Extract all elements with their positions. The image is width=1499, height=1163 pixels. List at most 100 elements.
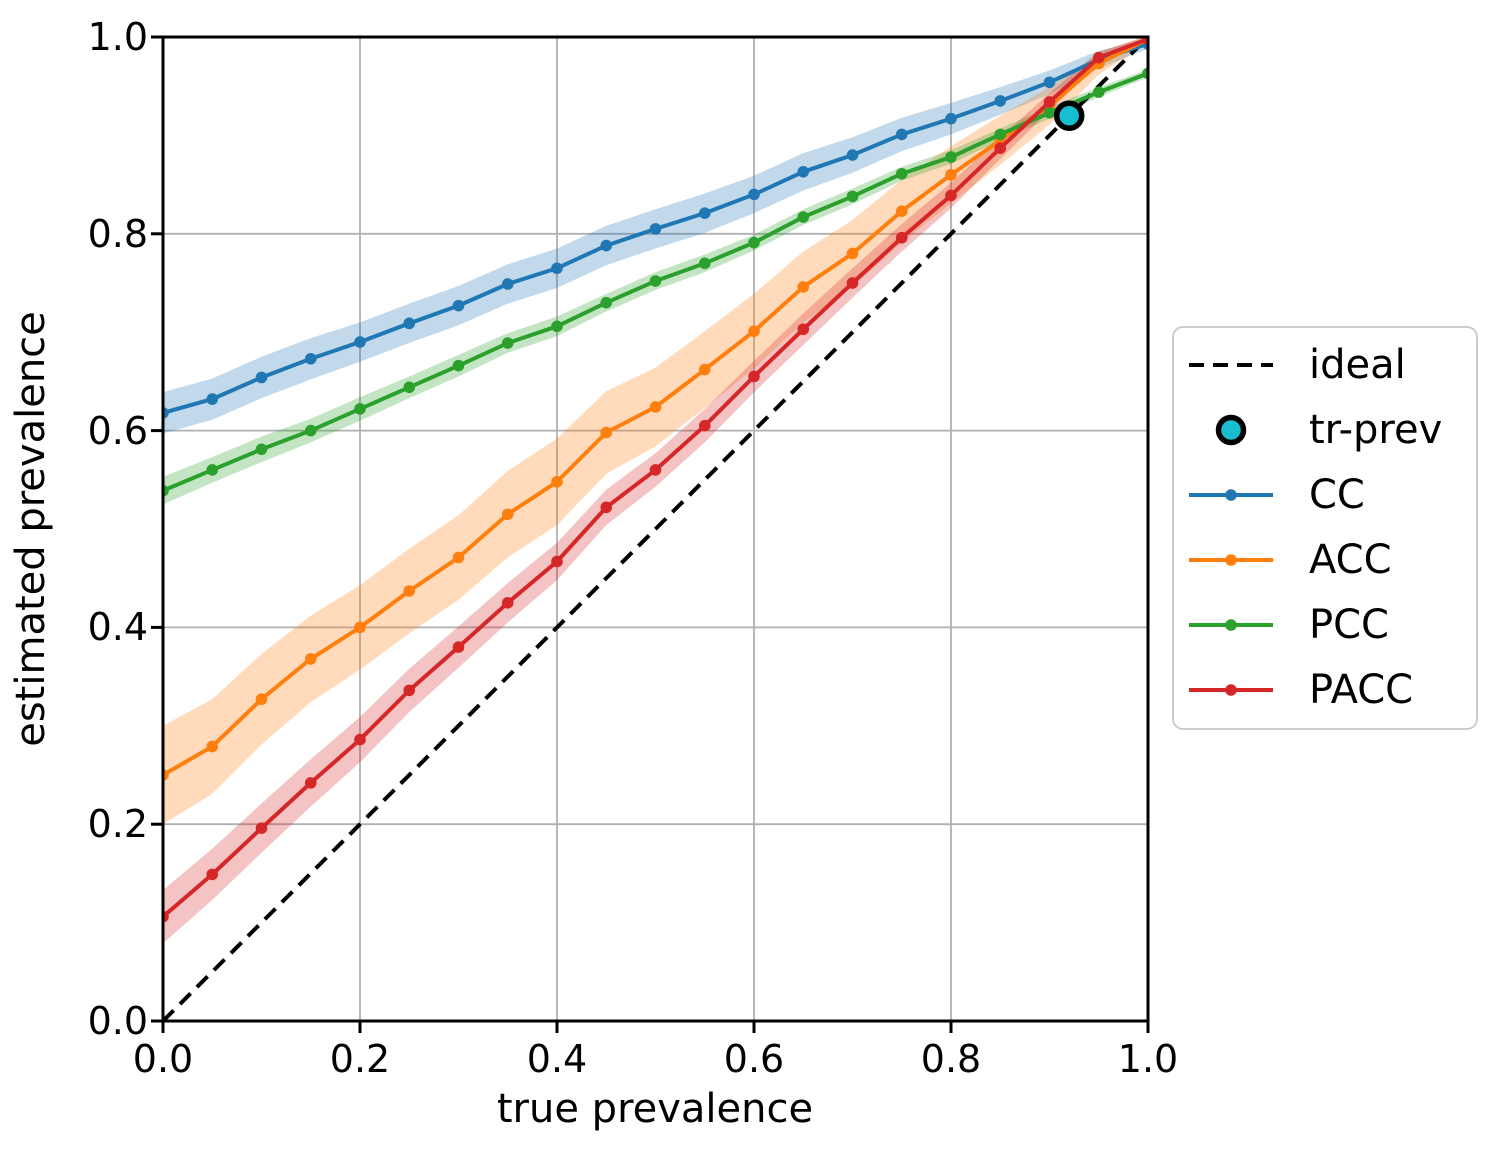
marker-pcc — [354, 403, 366, 415]
legend-label: tr-prev — [1309, 407, 1442, 453]
legend-entry-cc: CC — [1189, 472, 1365, 518]
marker-cc — [255, 371, 268, 384]
marker-pacc — [452, 641, 465, 653]
marker-acc — [452, 551, 465, 564]
marker-acc — [649, 401, 662, 413]
marker-pacc — [551, 555, 563, 568]
marker-cc — [994, 95, 1007, 107]
marker-acc — [748, 325, 760, 338]
marker-pacc — [698, 419, 711, 432]
marker-pcc — [551, 320, 563, 333]
marker-pcc — [1092, 86, 1105, 98]
marker-cc — [452, 299, 465, 312]
plot-area — [161, 35, 1150, 1023]
marker-acc — [551, 475, 563, 488]
x-tick-label: 0.8 — [921, 1037, 981, 1081]
marker-pcc — [501, 337, 514, 349]
marker-pcc — [452, 359, 465, 372]
marker-pcc — [649, 275, 662, 287]
marker-acc — [846, 247, 859, 260]
confidence-bands — [163, 37, 1148, 944]
marker-pcc — [206, 464, 219, 476]
marker-pcc — [994, 128, 1007, 141]
legend-label: CC — [1309, 472, 1365, 518]
band-pacc — [163, 37, 1148, 944]
legend-label: PACC — [1309, 667, 1413, 713]
x-tick-label: 0.4 — [527, 1037, 587, 1081]
y-tick-label: 1.0 — [88, 15, 148, 59]
marker-cc — [846, 149, 859, 161]
x-axis-label: true prevalence — [497, 1086, 813, 1132]
marker-cc — [206, 393, 219, 405]
marker-pcc — [945, 151, 957, 163]
tick-marks — [151, 35, 1150, 1033]
marker-pacc — [797, 323, 810, 336]
marker-acc — [797, 281, 810, 293]
y-tick-labels: 0.0 0.2 0.4 0.6 0.8 1.0 — [88, 15, 148, 1043]
tr-prev-marker — [1053, 100, 1085, 131]
legend-label: PCC — [1309, 602, 1389, 648]
x-tick-label: 0.0 — [133, 1037, 193, 1081]
legend-entries: ideal tr-prev CC ACC PCC PACC — [1189, 342, 1442, 713]
marker-pcc — [895, 167, 908, 180]
marker-cc — [945, 112, 957, 125]
marker-cc — [698, 207, 711, 219]
series-pcc — [163, 67, 1148, 497]
marker-acc — [600, 426, 613, 439]
marker-cc — [551, 262, 563, 275]
marker-cc — [895, 128, 908, 141]
y-tick-label: 0.0 — [88, 999, 148, 1043]
marker-cc — [501, 278, 514, 290]
legend-line-marker — [1225, 684, 1237, 696]
legend-label: ACC — [1309, 537, 1392, 583]
marker-pcc — [255, 443, 268, 456]
legend-entry-acc: ACC — [1189, 537, 1392, 583]
marker-pcc — [403, 381, 416, 394]
x-tick-label: 0.2 — [330, 1037, 390, 1081]
series-pacc — [163, 37, 1148, 923]
marker-pacc — [354, 733, 366, 746]
marker-pcc — [1043, 106, 1056, 119]
legend-marker-swatch — [1215, 414, 1247, 446]
marker-pacc — [403, 684, 416, 697]
legend-entry-pcc: PCC — [1189, 602, 1389, 648]
marker-acc — [945, 168, 957, 181]
marker-cc — [304, 352, 317, 365]
marker-pacc — [895, 231, 908, 244]
marker-pcc — [600, 296, 613, 309]
marker-acc — [403, 585, 416, 597]
marker-pacc — [206, 868, 219, 881]
y-axis-label: estimated prevalence — [8, 311, 54, 747]
y-tick-label: 0.8 — [88, 212, 148, 256]
marker-cc — [1043, 76, 1056, 89]
plot-border — [161, 35, 1150, 1023]
legend-line-marker — [1225, 554, 1237, 566]
legend-line-marker — [1225, 619, 1237, 631]
marker-pacc — [304, 777, 317, 789]
marker-acc — [354, 621, 366, 634]
marker-cc — [354, 336, 366, 348]
marker-acc — [895, 205, 908, 217]
legend: ideal tr-prev CC ACC PCC PACC — [1172, 326, 1478, 730]
legend-box — [1172, 326, 1478, 730]
legend-entry-ideal: ideal — [1189, 342, 1406, 388]
marker-pacc — [846, 277, 859, 289]
marker-pcc — [698, 257, 711, 270]
marker-cc — [403, 317, 416, 330]
legend-label: ideal — [1309, 342, 1406, 388]
marker-pcc — [797, 211, 810, 223]
series-cc — [163, 38, 1148, 419]
marker-acc — [206, 740, 219, 753]
legend-entry-tr-prev: tr-prev — [1215, 407, 1442, 453]
marker-acc — [501, 508, 514, 521]
y-tick-label: 0.4 — [88, 605, 148, 649]
y-tick-label: 0.2 — [88, 802, 148, 846]
marker-pacc — [649, 464, 662, 476]
marker-pcc — [304, 424, 317, 437]
x-tick-label: 0.6 — [724, 1037, 784, 1081]
marker-pacc — [255, 822, 268, 834]
marker-pacc — [994, 142, 1007, 154]
legend-entry-pacc: PACC — [1189, 667, 1413, 713]
